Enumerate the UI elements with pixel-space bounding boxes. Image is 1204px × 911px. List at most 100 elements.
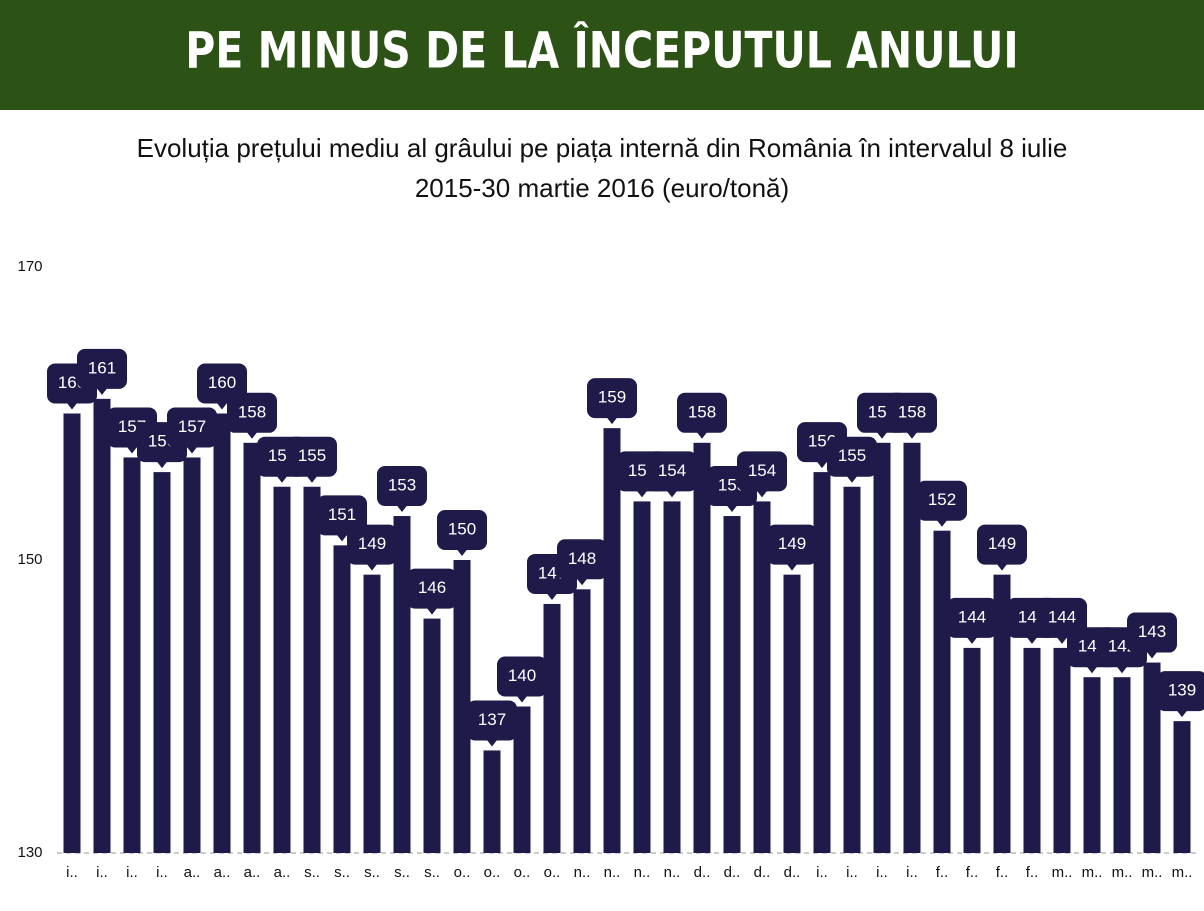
- label-box: [677, 392, 727, 433]
- label-box: [377, 466, 427, 507]
- label-box: [497, 656, 547, 697]
- bar: [1023, 647, 1041, 853]
- data-label: 157: [178, 417, 206, 436]
- bar: [723, 516, 741, 853]
- y-tick-label: 150: [17, 551, 42, 568]
- x-tick-label: s..: [304, 864, 320, 881]
- bar: [633, 501, 651, 853]
- label-box: [557, 539, 607, 580]
- x-tick-label: m..: [1172, 864, 1193, 881]
- bar: [423, 618, 441, 853]
- label-box: [947, 597, 997, 638]
- label-box: [227, 392, 277, 433]
- x-tick-label: m..: [1142, 864, 1163, 881]
- label-box: [917, 480, 967, 521]
- x-tick-label: a..: [214, 864, 231, 881]
- data-label: 152: [928, 490, 956, 509]
- bar: [843, 486, 861, 853]
- bar: [483, 750, 501, 853]
- x-tick-label: f..: [936, 864, 949, 881]
- x-tick-label: s..: [394, 864, 410, 881]
- x-tick-label: m..: [1052, 864, 1073, 881]
- bar: [1113, 677, 1131, 853]
- data-label: 154: [658, 461, 686, 480]
- label-box: [437, 510, 487, 550]
- data-label: 158: [898, 402, 926, 421]
- data-label: 143: [1138, 622, 1166, 641]
- label-box: [1127, 612, 1177, 653]
- x-tick-label: m..: [1082, 864, 1103, 881]
- bar: [993, 574, 1011, 853]
- x-tick-label: d..: [754, 864, 771, 881]
- data-label: 149: [988, 534, 1016, 553]
- label-box: [1157, 671, 1204, 712]
- x-tick-label: s..: [364, 864, 380, 881]
- bar: [243, 442, 261, 853]
- x-tick-label: i..: [816, 864, 828, 881]
- x-tick-label: n..: [574, 864, 591, 881]
- bar: [603, 428, 621, 853]
- x-tick-label: i..: [126, 864, 138, 881]
- data-label: 160: [208, 373, 236, 392]
- x-tick-label: f..: [1026, 864, 1039, 881]
- x-tick-label: a..: [184, 864, 201, 881]
- bar: [753, 501, 771, 853]
- data-label: 144: [958, 607, 986, 626]
- bar: [933, 530, 951, 853]
- data-label: 161: [88, 358, 116, 377]
- bar: [213, 413, 231, 853]
- label-box: [77, 348, 127, 389]
- label-box: [767, 524, 817, 565]
- data-label: 140: [508, 666, 536, 685]
- data-label: 158: [238, 402, 266, 421]
- chart-subtitle: Evoluția prețului mediu al grâului pe pi…: [137, 133, 1068, 163]
- label-box: [467, 700, 517, 741]
- x-tick-label: i..: [66, 864, 78, 881]
- x-tick-label: a..: [244, 864, 261, 881]
- x-tick-label: i..: [846, 864, 858, 881]
- data-label: 155: [838, 446, 866, 465]
- x-tick-label: o..: [544, 864, 561, 881]
- bar: [393, 516, 411, 853]
- data-label: 146: [418, 578, 446, 597]
- bar: [453, 560, 471, 853]
- x-tick-label: d..: [784, 864, 801, 881]
- bar: [693, 442, 711, 853]
- y-tick-label: 130: [17, 844, 42, 861]
- x-tick-label: a..: [274, 864, 291, 881]
- bar: [543, 603, 561, 853]
- bar: [903, 442, 921, 853]
- x-tick-label: f..: [966, 864, 979, 881]
- bar: [873, 442, 891, 853]
- label-box: [407, 568, 457, 609]
- header-band: [0, 0, 1204, 110]
- data-label: 139: [1168, 681, 1196, 700]
- chart-title: PE MINUS DE LA ÎNCEPUTUL ANULUI: [185, 21, 1018, 80]
- label-box: [587, 378, 637, 419]
- bar: [783, 574, 801, 853]
- data-label: 159: [598, 388, 626, 407]
- label-box: [167, 407, 217, 448]
- bar: [183, 457, 201, 853]
- data-label: 158: [688, 402, 716, 421]
- data-label: 149: [358, 534, 386, 553]
- bar: [333, 545, 351, 853]
- label-box: [887, 392, 937, 433]
- x-tick-label: n..: [634, 864, 651, 881]
- x-tick-label: d..: [694, 864, 711, 881]
- label-box: [287, 436, 337, 477]
- x-tick-label: f..: [996, 864, 1009, 881]
- chart-subtitle: 2015-30 martie 2016 (euro/tonă): [415, 173, 789, 203]
- bar: [1053, 647, 1071, 853]
- label-box: [977, 524, 1027, 565]
- bar: [123, 457, 141, 853]
- bar: [93, 398, 111, 853]
- x-tick-label: m..: [1112, 864, 1133, 881]
- bar: [963, 647, 981, 853]
- label-box: [347, 524, 397, 565]
- data-label: 137: [478, 710, 506, 729]
- bar: [1173, 721, 1191, 853]
- bar: [663, 501, 681, 853]
- x-tick-label: d..: [724, 864, 741, 881]
- data-label: 151: [328, 505, 356, 524]
